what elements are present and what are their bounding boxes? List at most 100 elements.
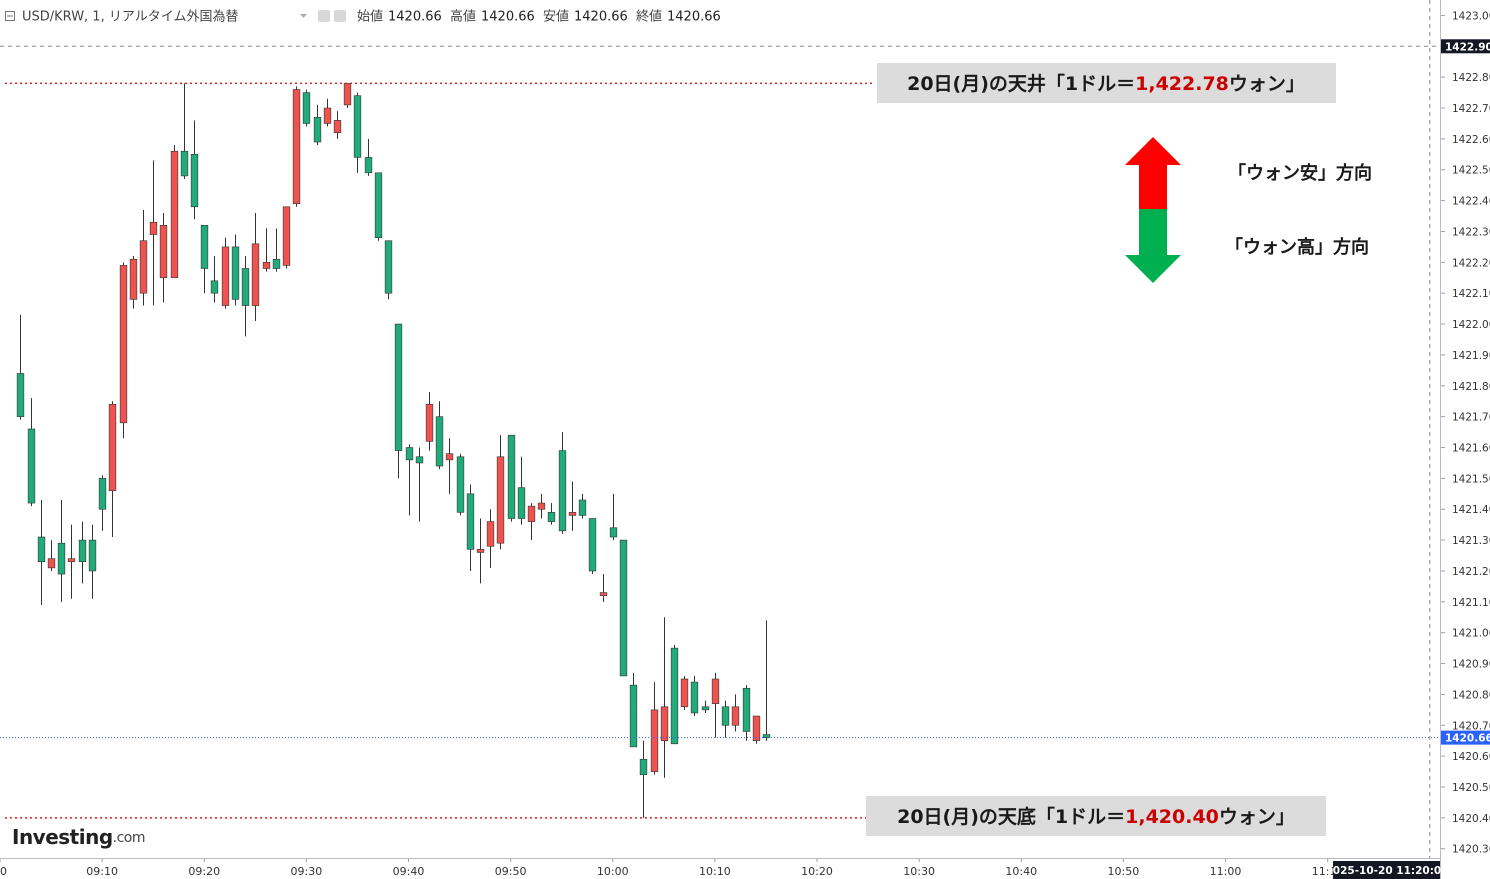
candle-layer: [16, 83, 771, 818]
candle-body: [210, 280, 219, 294]
candle-body: [496, 456, 505, 544]
x-tick-label: 09:20: [188, 865, 220, 878]
y-tick-label: 1420.60: [1452, 751, 1490, 763]
last-price-label: 1420.66: [1445, 733, 1490, 745]
legend-label: 「ウォン高」方向: [1225, 236, 1369, 258]
ohlc-value: 1420.66: [574, 10, 628, 25]
candle-body: [466, 493, 475, 550]
candle-body: [374, 172, 383, 238]
candle-body: [547, 512, 556, 522]
y-tick-label: 1420.40: [1452, 813, 1490, 825]
candle-body: [650, 709, 659, 772]
grid-layer: 1420.301420.401420.501420.601420.701420.…: [0, 10, 1490, 878]
annotation-box: [877, 63, 1336, 103]
y-tick-label: 1421.70: [1452, 412, 1490, 424]
x-tick-label: 10:30: [903, 865, 935, 878]
candle-body: [170, 150, 179, 279]
y-tick-label: 1421.80: [1452, 381, 1490, 393]
candle-body: [313, 116, 322, 143]
candle-body: [558, 450, 567, 532]
candle-body: [241, 268, 250, 306]
ohlc-label: 終値: [636, 9, 662, 25]
candle-body: [486, 521, 495, 547]
x-tick-label: 10:00: [597, 865, 629, 878]
x-tick-label: 09:10: [86, 865, 118, 878]
annotation-box: [866, 796, 1326, 836]
watermark-brand: Investing: [12, 825, 113, 849]
y-tick-label: 1420.50: [1452, 782, 1490, 794]
x-tick-label: 20: [0, 865, 7, 878]
candle-body: [364, 157, 373, 174]
candle-body: [752, 715, 761, 742]
annotation-text: 20日(月)の天底「1ドル＝: [897, 805, 1125, 828]
watermark-suffix: .com: [113, 830, 145, 846]
candle-body: [119, 265, 128, 424]
candle-body: [568, 512, 577, 516]
crosshair-price-box: [1441, 39, 1490, 54]
candle-body: [57, 542, 66, 575]
ohlc-value: 1420.66: [481, 10, 535, 25]
y-tick-label: 1421.90: [1452, 350, 1490, 362]
crosshair-price-label: 1422.90: [1445, 41, 1490, 53]
candle-body: [262, 262, 271, 269]
annotation-low: 20日(月)の天底「1ドル＝1,420.40ウォン」: [897, 805, 1295, 828]
candle-body: [384, 240, 393, 294]
y-tick-label: 1422.50: [1452, 165, 1490, 177]
ohlc-value: 1420.66: [388, 10, 442, 25]
y-tick-label: 1421.10: [1452, 597, 1490, 609]
candle-body: [129, 258, 138, 300]
ohlc-label: 始値: [357, 9, 383, 25]
candle-body: [690, 681, 699, 714]
candle-body: [456, 456, 465, 513]
y-tick-label: 1420.30: [1452, 844, 1490, 856]
x-tick-label: 10:40: [1005, 865, 1037, 878]
candle-body: [292, 89, 301, 204]
candle-body: [88, 539, 97, 572]
candle-body: [537, 502, 546, 510]
candle-body: [302, 92, 311, 124]
candle-body: [762, 734, 771, 738]
candle-body: [599, 592, 608, 596]
candle-body: [16, 373, 25, 417]
candle-body: [435, 416, 444, 467]
candle-body: [67, 558, 76, 563]
x-tick-label: 09:30: [291, 865, 323, 878]
candle-body: [527, 505, 536, 522]
down-arrow: [1125, 209, 1181, 283]
candle-body: [139, 240, 148, 294]
candle-body: [415, 456, 424, 464]
y-tick-label: 1423.00: [1452, 10, 1490, 22]
candle-body: [333, 120, 342, 134]
settings-icon[interactable]: [334, 10, 346, 22]
collapse-icon[interactable]: [5, 11, 15, 21]
y-tick-label: 1421.30: [1452, 535, 1490, 547]
legend-label: 「ウォン安」方向: [1228, 162, 1372, 184]
y-tick-label: 1421.40: [1452, 504, 1490, 516]
candle-body: [108, 404, 117, 492]
ohlc-label: 安値: [543, 9, 569, 25]
y-tick-label: 1422.20: [1452, 257, 1490, 269]
candle-body: [272, 258, 281, 269]
candle-body: [159, 225, 168, 279]
candle-body: [190, 154, 199, 208]
annotation-high: 20日(月)の天井「1ドル＝1,422.78ウォン」: [907, 72, 1305, 95]
y-tick-label: 1422.70: [1452, 103, 1490, 115]
annotation-text: ウォン」: [1229, 73, 1305, 95]
annotation-text: ウォン」: [1219, 806, 1295, 828]
eye-icon[interactable]: [318, 10, 330, 22]
x-tick-label: 10:20: [801, 865, 833, 878]
candle-body: [721, 706, 730, 726]
candle-body: [231, 246, 240, 300]
y-tick-label: 1420.80: [1452, 689, 1490, 701]
x-tick-label: 10:50: [1108, 865, 1140, 878]
candle-body: [405, 447, 414, 461]
y-tick-label: 1421.00: [1452, 628, 1490, 640]
candle-body: [629, 684, 638, 748]
candle-body: [180, 150, 189, 177]
candle-body: [353, 95, 362, 158]
symbol-dropdown[interactable]: [300, 14, 307, 18]
ohlc-label: 高値: [450, 9, 476, 25]
y-tick-label: 1421.60: [1452, 443, 1490, 455]
candle-body: [445, 453, 454, 461]
